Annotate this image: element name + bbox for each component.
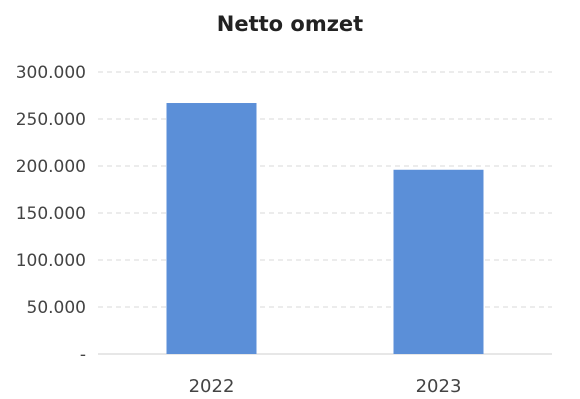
y-tick-label: - <box>80 345 86 365</box>
bar-2022 <box>166 103 257 355</box>
x-axis-categories: 2022 2023 <box>189 376 462 397</box>
x-category-label: 2022 <box>189 376 235 397</box>
bar-2023 <box>393 169 484 354</box>
y-tick-label: 50.000 <box>27 298 86 318</box>
y-axis-ticks: - 50.000 100.000 150.000 200.000 250.000 300.0… <box>16 63 86 365</box>
chart-title: Netto omzet <box>216 12 364 36</box>
gridlines <box>98 71 552 355</box>
bars <box>166 103 484 355</box>
y-tick-label: 300.000 <box>16 63 86 83</box>
y-tick-label: 150.000 <box>16 204 86 224</box>
y-tick-label: 100.000 <box>16 251 86 271</box>
y-tick-label: 200.000 <box>16 157 86 177</box>
x-category-label: 2023 <box>416 376 462 397</box>
y-tick-label: 250.000 <box>16 110 86 130</box>
